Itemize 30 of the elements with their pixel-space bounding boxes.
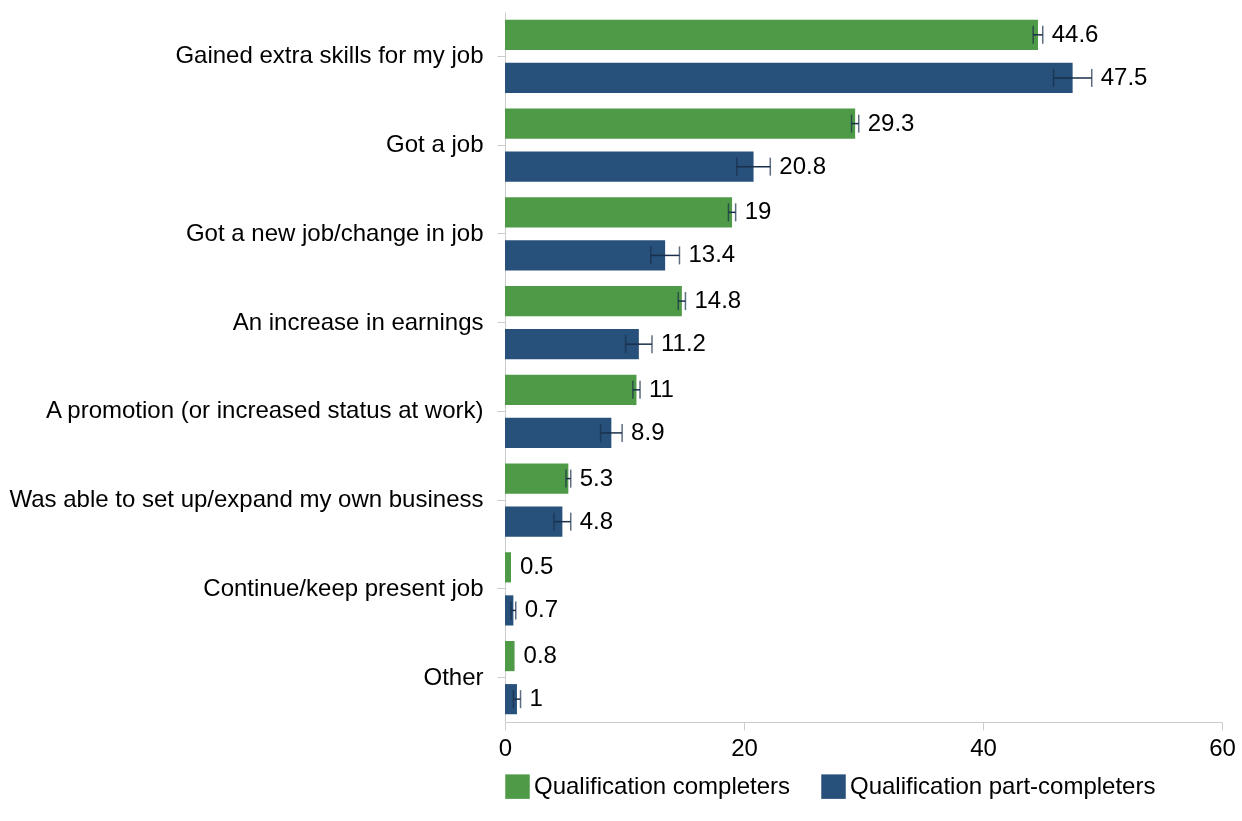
data-label: 44.6: [1051, 19, 1099, 47]
data-label: 0.8: [523, 641, 557, 669]
data-label: 11: [649, 374, 674, 402]
y-tick-label: Continue/keep present job: [203, 573, 484, 601]
y-tick-label: An increase in earnings: [232, 307, 484, 335]
data-label: 19: [744, 197, 772, 225]
data-label: 13.4: [688, 240, 736, 268]
data-label: 20.8: [779, 151, 827, 179]
y-tick-label: Other: [423, 662, 484, 690]
y-tick-label: Got a new job/change in job: [185, 218, 484, 246]
legend-label: Qualification completers: [534, 771, 791, 799]
data-label: 29.3: [867, 108, 915, 136]
data-label: 4.8: [579, 506, 614, 534]
data-label: 8.9: [631, 417, 665, 445]
data-label: 47.5: [1100, 62, 1148, 90]
y-tick-label: Gained extra skills for my job: [175, 41, 484, 69]
y-tick-label: Got a job: [386, 130, 484, 158]
data-label: 0.7: [524, 595, 559, 623]
x-tick-label: 60: [1209, 733, 1236, 761]
legend-label: Qualification part-completers: [850, 771, 1156, 799]
data-label: 14.8: [694, 286, 742, 314]
data-label: 11.2: [660, 329, 706, 357]
y-tick-label: Was able to set up/expand my own business: [9, 485, 484, 513]
data-label: 5.3: [579, 463, 614, 491]
x-tick-label: 20: [731, 733, 758, 761]
data-label: 1: [529, 684, 543, 712]
data-label: 0.5: [519, 552, 554, 580]
y-tick-label: A promotion (or increased status at work): [45, 396, 484, 424]
x-tick-label: 40: [970, 733, 997, 761]
x-tick-label: 0: [498, 733, 513, 761]
